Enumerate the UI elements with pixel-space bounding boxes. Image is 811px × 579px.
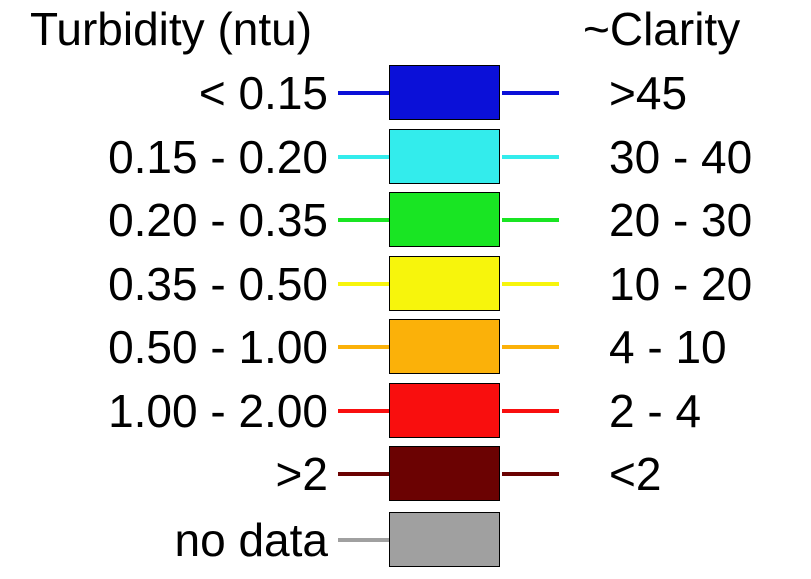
color-swatch <box>389 446 500 501</box>
turbidity-range-label: 1.00 - 2.00 <box>108 385 328 437</box>
turbidity-title: Turbidity (ntu) <box>30 3 313 55</box>
legend-line-right <box>502 218 559 222</box>
legend-line-right <box>502 472 559 476</box>
legend-line-right <box>502 282 559 286</box>
turbidity-range-label: >2 <box>275 448 328 500</box>
color-swatch <box>389 319 500 374</box>
clarity-range-label: 30 - 40 <box>609 131 753 183</box>
clarity-range-label: >45 <box>609 67 688 119</box>
clarity-range-label: 20 - 30 <box>609 194 753 246</box>
color-swatch <box>389 192 500 247</box>
turbidity-range-label: < 0.15 <box>198 67 328 119</box>
turbidity-range-label: no data <box>174 514 328 566</box>
legend-line-left <box>338 409 389 413</box>
legend-line-right <box>502 91 559 95</box>
color-swatch <box>389 383 500 438</box>
turbidity-range-label: 0.50 - 1.00 <box>108 321 328 373</box>
clarity-range-label: 4 - 10 <box>609 321 727 373</box>
legend-line-left <box>338 155 389 159</box>
color-swatch <box>389 256 500 311</box>
clarity-title: ~Clarity <box>583 3 741 55</box>
legend-row: 0.50 - 1.00 4 - 10 <box>0 317 811 377</box>
legend-line-left <box>338 91 389 95</box>
clarity-range-label: 2 - 4 <box>609 385 702 437</box>
legend-row: 0.20 - 0.35 20 - 30 <box>0 190 811 250</box>
legend-line-left <box>338 472 389 476</box>
turbidity-range-label: 0.35 - 0.50 <box>108 258 328 310</box>
clarity-range-label: <2 <box>609 448 662 500</box>
legend-line-left <box>338 282 389 286</box>
legend-line-right <box>502 155 559 159</box>
legend-line-right <box>502 409 559 413</box>
clarity-range-label: 10 - 20 <box>609 258 753 310</box>
color-swatch <box>389 512 500 567</box>
turbidity-range-label: 0.15 - 0.20 <box>108 131 328 183</box>
legend-line-right <box>502 345 559 349</box>
turbidity-range-label: 0.20 - 0.35 <box>108 194 328 246</box>
legend-row: 1.00 - 2.00 2 - 4 <box>0 381 811 441</box>
legend-line-left <box>338 538 389 542</box>
legend-line-left <box>338 218 389 222</box>
legend-row: >2 <2 <box>0 444 811 504</box>
color-swatch <box>389 129 500 184</box>
legend-row: 0.35 - 0.50 10 - 20 <box>0 254 811 314</box>
legend-row: < 0.15 >45 <box>0 63 811 123</box>
legend-row: no data <box>0 510 811 570</box>
legend-row: 0.15 - 0.20 30 - 40 <box>0 127 811 187</box>
legend-line-left <box>338 345 389 349</box>
color-swatch <box>389 65 500 120</box>
